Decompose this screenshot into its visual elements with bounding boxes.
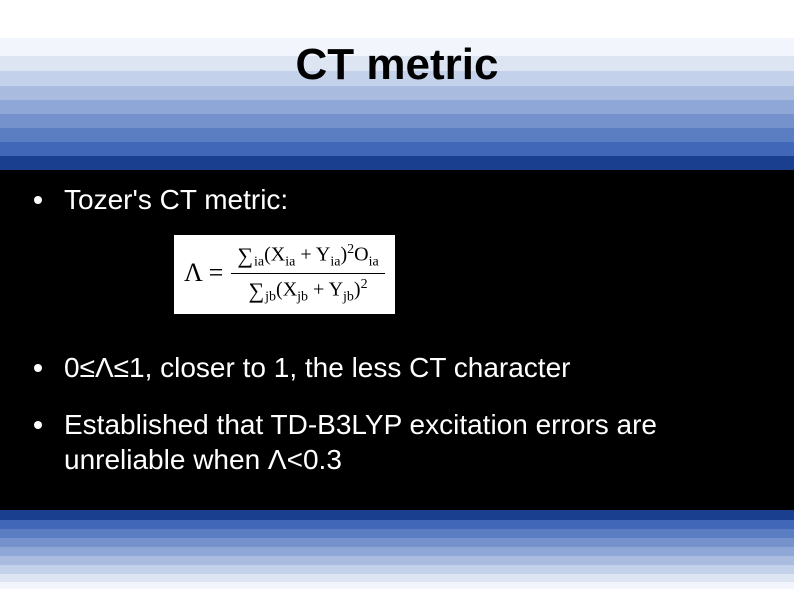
bullet-text: 0≤Λ≤1, closer to 1, the less CT characte… bbox=[64, 350, 754, 385]
bullet-list: Tozer's CT metric: Λ = ∑ia(Xia + Yia)2Oi… bbox=[34, 182, 754, 491]
bullet-item: Established that TD-B3LYP excitation err… bbox=[34, 407, 754, 477]
fraction-bar bbox=[231, 273, 384, 274]
slide: CT metric Tozer's CT metric: Λ = ∑ia(Xia… bbox=[0, 0, 794, 595]
formula-numerator: ∑ia(Xia + Yia)2Oia bbox=[231, 241, 384, 271]
formula-box: Λ = ∑ia(Xia + Yia)2Oia ∑jb(Xjb + Yjb)2 bbox=[174, 235, 395, 314]
bullet-text: Established that TD-B3LYP excitation err… bbox=[64, 407, 754, 477]
bullet-icon bbox=[34, 364, 42, 372]
formula-fraction: ∑ia(Xia + Yia)2Oia ∑jb(Xjb + Yjb)2 bbox=[231, 241, 384, 306]
formula-denominator: ∑jb(Xjb + Yjb)2 bbox=[242, 276, 373, 306]
bullet-icon bbox=[34, 196, 42, 204]
formula: Λ = ∑ia(Xia + Yia)2Oia ∑jb(Xjb + Yjb)2 bbox=[184, 241, 385, 306]
bullet-icon bbox=[34, 421, 42, 429]
bullet-item: Tozer's CT metric: bbox=[34, 182, 754, 217]
slide-title: CT metric bbox=[0, 40, 794, 90]
formula-lhs: Λ = bbox=[184, 257, 223, 290]
bullet-item: 0≤Λ≤1, closer to 1, the less CT characte… bbox=[34, 350, 754, 385]
bullet-text: Tozer's CT metric: bbox=[64, 182, 754, 217]
